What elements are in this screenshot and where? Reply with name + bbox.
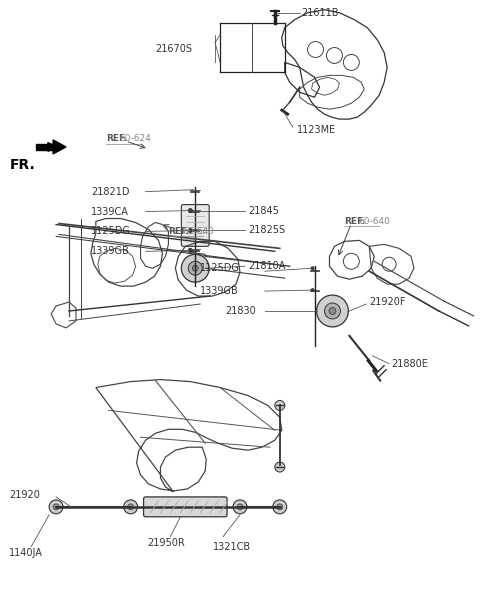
Circle shape [329,307,336,314]
Text: 21845: 21845 [248,206,279,216]
Circle shape [277,504,283,510]
Polygon shape [36,144,59,150]
Circle shape [273,500,287,514]
Circle shape [275,400,285,410]
Text: REF.: REF. [106,134,127,144]
Circle shape [188,208,193,213]
Text: 1125DG: 1125DG [91,227,131,237]
Polygon shape [53,140,66,154]
Text: 60-624: 60-624 [120,134,152,144]
Text: 21670S: 21670S [156,44,192,54]
Circle shape [233,500,247,514]
Circle shape [275,462,285,472]
Text: REF.: REF. [168,227,190,236]
Text: 21830: 21830 [225,306,256,316]
Text: 21950R: 21950R [147,538,185,548]
Text: 1339CA: 1339CA [91,206,129,217]
Text: REF.: REF. [344,217,365,226]
Text: 21821D: 21821D [91,187,130,197]
Circle shape [128,504,133,510]
Text: 21611B: 21611B [301,8,339,18]
Circle shape [311,288,314,292]
Text: FR.: FR. [9,158,35,172]
Text: 21825S: 21825S [248,225,285,235]
Circle shape [311,266,314,270]
Text: 1321CB: 1321CB [213,541,252,551]
Circle shape [53,504,59,510]
Text: 60-640: 60-640 [358,217,390,226]
Circle shape [188,261,202,275]
Text: 1123ME: 1123ME [297,125,336,135]
FancyBboxPatch shape [144,497,227,517]
Text: 60-640: 60-640 [182,227,214,236]
Circle shape [188,248,193,253]
Circle shape [188,228,193,233]
Circle shape [181,254,209,282]
Circle shape [316,295,348,327]
Text: 1339GB: 1339GB [91,246,130,256]
FancyBboxPatch shape [181,205,209,246]
Circle shape [237,504,243,510]
Circle shape [192,265,198,271]
Text: 1339GB: 1339GB [200,286,239,296]
Text: 1125DG: 1125DG [200,263,240,274]
Circle shape [124,500,138,514]
Text: 21880E: 21880E [391,359,428,368]
Text: 1140JA: 1140JA [9,548,43,557]
Text: 21920F: 21920F [369,297,406,307]
Circle shape [324,303,340,319]
Circle shape [49,500,63,514]
Text: 21920: 21920 [9,490,40,500]
Text: 21810A: 21810A [248,261,285,271]
